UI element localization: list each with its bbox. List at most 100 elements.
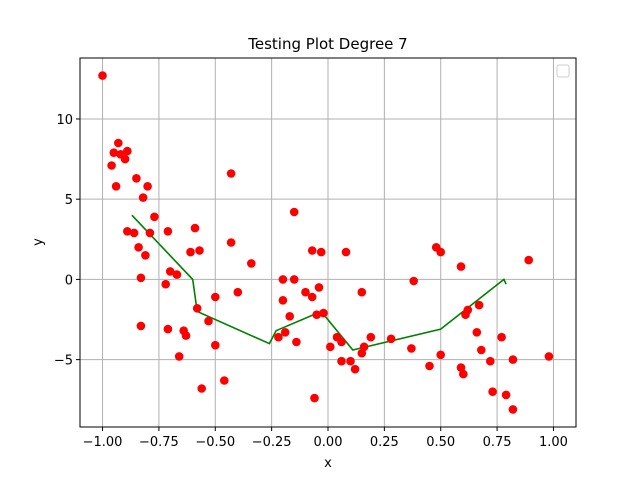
- scatter-point: [366, 332, 376, 342]
- scatter-point: [314, 283, 324, 292]
- scatter-point: [280, 328, 290, 337]
- scatter-point: [190, 223, 200, 233]
- scatter-point: [143, 182, 152, 191]
- x-tick-label: 0.00: [314, 435, 343, 450]
- scatter-point: [195, 246, 204, 255]
- scatter-point: [98, 71, 107, 80]
- x-axis-label: x: [324, 456, 332, 471]
- scatter-point: [181, 331, 191, 340]
- scatter-point: [425, 361, 434, 371]
- scatter-point: [357, 287, 367, 297]
- scatter-point: [132, 174, 141, 183]
- scatter-point: [472, 328, 482, 337]
- y-tick-label: 0: [65, 273, 73, 288]
- scatter-point: [477, 345, 486, 355]
- scatter-point: [326, 342, 335, 352]
- scatter-point: [337, 337, 346, 347]
- scatter-point: [346, 356, 355, 366]
- x-tick-label: 0.50: [426, 435, 455, 450]
- scatter-point: [174, 352, 184, 361]
- scatter-point: [186, 247, 195, 257]
- scatter-point: [350, 364, 360, 374]
- scatter-point: [141, 251, 150, 260]
- scatter-point: [459, 369, 468, 379]
- scatter-point: [488, 387, 497, 397]
- scatter-point: [436, 350, 446, 360]
- scatter-point: [289, 275, 299, 284]
- scatter-point: [292, 337, 301, 347]
- scatter-point: [161, 279, 170, 289]
- scatter-point: [278, 275, 288, 284]
- scatter-point: [172, 270, 182, 279]
- scatter-point: [409, 276, 419, 286]
- scatter-point: [307, 246, 317, 255]
- scatter-point: [474, 300, 484, 310]
- scatter-point: [150, 212, 159, 222]
- scatter-point: [111, 182, 121, 191]
- scatter-point: [211, 340, 220, 350]
- scatter-point: [233, 287, 243, 297]
- scatter-point: [226, 169, 236, 178]
- y-axis-label: y: [31, 238, 46, 246]
- scatter-points: [98, 71, 554, 414]
- scatter-point: [456, 363, 466, 372]
- scatter-point: [486, 356, 495, 366]
- scatter-point: [114, 138, 123, 148]
- scatter-point: [407, 344, 416, 353]
- scatter-point: [107, 161, 116, 170]
- scatter-point: [138, 193, 148, 202]
- scatter-point: [544, 352, 554, 361]
- y-tick-label: 10: [56, 113, 73, 128]
- scatter-point: [456, 262, 466, 271]
- scatter-point: [508, 355, 518, 364]
- scatter-point: [316, 247, 326, 257]
- legend-box: [556, 64, 570, 78]
- scatter-point: [497, 332, 506, 342]
- scatter-point: [301, 287, 310, 297]
- scatter-point: [192, 304, 202, 313]
- x-tick-label: −0.25: [252, 435, 292, 450]
- scatter-point: [341, 247, 351, 257]
- fit-line: [131, 214, 507, 351]
- scatter-point: [386, 334, 396, 344]
- chart-title: Testing Plot Degree 7: [247, 35, 407, 53]
- scatter-point: [163, 324, 173, 334]
- scatter-point: [247, 259, 256, 268]
- scatter-point: [134, 243, 143, 252]
- scatter-point: [226, 238, 236, 247]
- scatter-point: [307, 292, 317, 302]
- scatter-point: [129, 228, 139, 238]
- scatter-point: [123, 227, 132, 236]
- scatter-point: [436, 247, 446, 257]
- scatter-point: [463, 305, 473, 315]
- scatter-point: [319, 308, 328, 318]
- scatter-point: [359, 342, 369, 352]
- x-tick-label: −0.50: [195, 435, 235, 450]
- x-tick-label: −0.75: [139, 435, 179, 450]
- scatter-point: [337, 356, 346, 366]
- scatter-point: [109, 148, 119, 157]
- x-tick-label: −1.00: [83, 435, 123, 450]
- scatter-point: [204, 316, 213, 326]
- y-tick-label: 5: [65, 193, 73, 208]
- scatter-point: [136, 321, 146, 331]
- scatter-point: [278, 296, 288, 305]
- scatter-point: [163, 227, 173, 236]
- scatter-point: [274, 332, 283, 342]
- scatter-point: [289, 207, 299, 217]
- scatter-point: [197, 384, 206, 393]
- scatter-point: [211, 292, 220, 302]
- scatter-point: [145, 228, 155, 238]
- x-tick-label: 0.75: [483, 435, 512, 450]
- scatter-point: [508, 405, 518, 414]
- scatter-point: [123, 146, 132, 156]
- axis-ticks: −1.00 −0.75 −0.50 −0.25 0.00 0.25 0.50 0.75 1.00…: [54, 113, 568, 450]
- scatter-point: [120, 154, 130, 164]
- scatter-point: [501, 390, 511, 400]
- scatter-point: [136, 273, 146, 283]
- x-tick-label: 1.00: [539, 435, 568, 450]
- fit-line-layer: [131, 214, 507, 351]
